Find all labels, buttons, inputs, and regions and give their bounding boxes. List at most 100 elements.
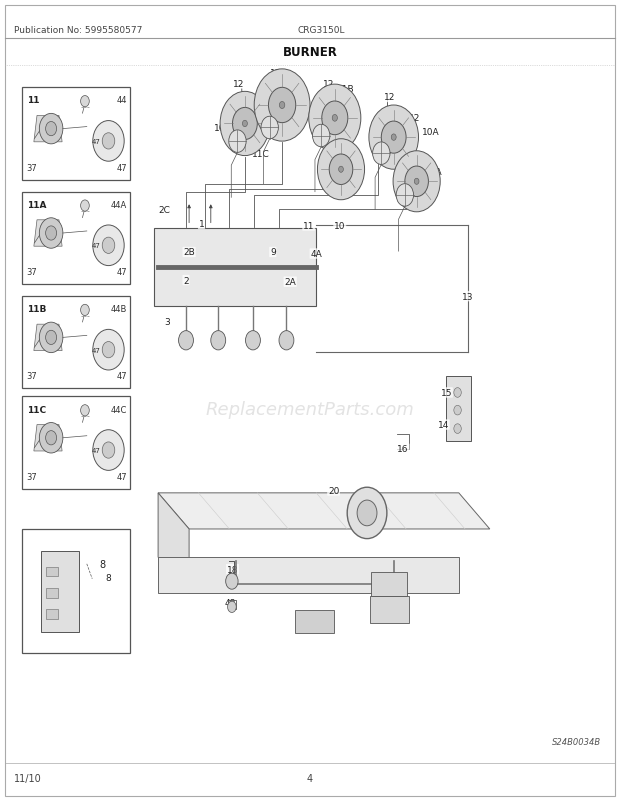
- Text: 15: 15: [441, 388, 452, 398]
- Circle shape: [391, 135, 396, 141]
- Circle shape: [46, 331, 56, 345]
- Text: 4: 4: [307, 773, 313, 783]
- Text: 44B: 44B: [111, 305, 127, 314]
- Text: 49: 49: [320, 622, 331, 632]
- Circle shape: [405, 167, 428, 197]
- Polygon shape: [158, 557, 459, 593]
- Text: 47: 47: [117, 164, 127, 172]
- Polygon shape: [34, 116, 62, 143]
- Circle shape: [211, 331, 226, 350]
- Text: 12: 12: [409, 114, 420, 124]
- Text: 47: 47: [92, 243, 100, 249]
- Text: 2C: 2C: [158, 205, 170, 215]
- FancyBboxPatch shape: [371, 573, 407, 597]
- Text: 10: 10: [334, 221, 345, 231]
- Text: 10C: 10C: [215, 124, 232, 133]
- Bar: [22, 297, 130, 389]
- Polygon shape: [34, 221, 62, 247]
- Circle shape: [246, 331, 260, 350]
- Text: 44A: 44A: [111, 200, 127, 209]
- Text: 44C: 44C: [111, 405, 127, 414]
- Text: 47: 47: [117, 268, 127, 277]
- Circle shape: [228, 602, 236, 613]
- Text: 12: 12: [384, 93, 395, 103]
- Text: 8: 8: [100, 559, 106, 569]
- Text: S24B0034B: S24B0034B: [552, 737, 601, 747]
- Bar: [46, 588, 58, 597]
- Text: 2A: 2A: [285, 277, 296, 287]
- Text: 11: 11: [27, 96, 39, 105]
- Circle shape: [93, 330, 124, 371]
- FancyBboxPatch shape: [295, 610, 334, 634]
- Circle shape: [454, 424, 461, 434]
- Circle shape: [39, 423, 63, 453]
- Text: Publication No: 5995580577: Publication No: 5995580577: [14, 26, 142, 35]
- Text: 21: 21: [360, 520, 371, 530]
- Bar: [22, 88, 130, 180]
- Circle shape: [329, 155, 353, 185]
- Circle shape: [454, 406, 461, 415]
- Circle shape: [414, 179, 419, 185]
- Circle shape: [226, 573, 238, 589]
- Text: 12: 12: [323, 79, 334, 89]
- Text: 13: 13: [463, 292, 474, 302]
- Circle shape: [39, 114, 63, 144]
- Circle shape: [102, 443, 115, 459]
- Circle shape: [93, 121, 124, 162]
- Circle shape: [317, 140, 365, 200]
- Circle shape: [81, 305, 89, 316]
- Circle shape: [81, 405, 89, 416]
- Text: 48: 48: [225, 598, 236, 608]
- Text: 12: 12: [233, 79, 244, 89]
- Circle shape: [39, 218, 63, 249]
- Circle shape: [39, 322, 63, 353]
- Circle shape: [268, 88, 296, 124]
- Text: 17: 17: [390, 613, 401, 622]
- Text: 47: 47: [92, 347, 100, 353]
- Text: 11B: 11B: [27, 305, 46, 314]
- Circle shape: [381, 122, 406, 154]
- Text: ReplacementParts.com: ReplacementParts.com: [206, 400, 414, 418]
- Circle shape: [46, 431, 56, 445]
- Circle shape: [339, 167, 343, 173]
- Text: 12: 12: [270, 69, 281, 79]
- Circle shape: [312, 125, 330, 148]
- Circle shape: [347, 488, 387, 539]
- FancyBboxPatch shape: [370, 596, 409, 623]
- Text: 4A: 4A: [311, 249, 322, 259]
- Text: 11A: 11A: [27, 200, 46, 209]
- Text: 2: 2: [183, 276, 189, 286]
- Text: 16: 16: [397, 444, 409, 454]
- Circle shape: [280, 103, 285, 109]
- Bar: [46, 610, 58, 619]
- Text: 19: 19: [391, 582, 402, 592]
- Circle shape: [81, 96, 89, 107]
- Text: 37: 37: [27, 268, 37, 277]
- Text: 10B: 10B: [262, 85, 280, 95]
- Text: 47: 47: [92, 448, 100, 453]
- Circle shape: [254, 70, 310, 142]
- Text: 14: 14: [438, 420, 449, 430]
- Text: 47: 47: [117, 472, 127, 481]
- Circle shape: [229, 131, 246, 153]
- Circle shape: [454, 388, 461, 398]
- Text: 10A: 10A: [422, 128, 440, 137]
- Circle shape: [369, 106, 418, 170]
- FancyBboxPatch shape: [41, 551, 79, 632]
- Circle shape: [393, 152, 440, 213]
- Polygon shape: [446, 377, 471, 441]
- Circle shape: [373, 143, 390, 165]
- Text: 2B: 2B: [184, 248, 195, 257]
- Text: 11C: 11C: [27, 405, 46, 414]
- Circle shape: [102, 238, 115, 254]
- Text: 18: 18: [227, 565, 238, 574]
- Text: 44: 44: [117, 96, 127, 105]
- Polygon shape: [158, 493, 189, 593]
- Text: CRG3150L: CRG3150L: [298, 26, 345, 35]
- Circle shape: [93, 430, 124, 471]
- Circle shape: [309, 85, 361, 152]
- Text: 1: 1: [198, 220, 205, 229]
- Circle shape: [46, 123, 56, 136]
- Circle shape: [322, 102, 348, 136]
- Bar: [46, 567, 58, 577]
